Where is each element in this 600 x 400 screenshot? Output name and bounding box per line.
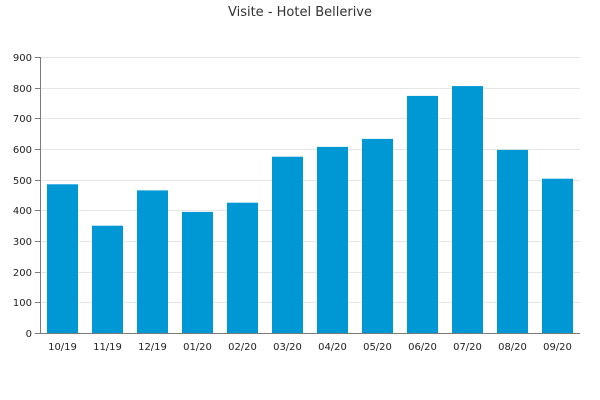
x-tick-label: 12/19	[138, 342, 167, 353]
y-tick-label: 900	[13, 53, 32, 64]
y-tick-labels: 0 100 200 300 400 500 600 700 800 900	[13, 53, 32, 340]
x-tick-label: 10/19	[48, 342, 77, 353]
bar-06-20	[407, 95, 438, 334]
axes	[35, 57, 580, 334]
x-tick-label: 09/20	[543, 342, 572, 353]
bar-07-20	[452, 86, 483, 333]
bar-01-20	[182, 211, 213, 333]
y-tick-label: 700	[13, 114, 32, 125]
x-tick-label: 11/19	[93, 342, 122, 353]
bar-09-20	[542, 178, 573, 333]
chart-title: Visite - Hotel Bellerive	[228, 5, 372, 20]
bar-11-19	[92, 225, 123, 333]
y-tick-label: 300	[13, 237, 32, 248]
x-tick-label: 01/20	[183, 342, 212, 353]
y-tick-label: 500	[13, 176, 32, 187]
bar-04-20	[317, 146, 348, 333]
bar-10-19	[47, 184, 78, 333]
bar-05-20	[362, 138, 393, 333]
bar-03-20	[272, 156, 303, 333]
x-tick-label: 02/20	[228, 342, 257, 353]
grid-lines	[40, 57, 580, 303]
bars	[47, 86, 573, 334]
bar-12-19	[137, 190, 168, 333]
x-tick-labels: 10/19 11/19 12/19 01/20 02/20 03/20 04/20 05/20…	[48, 342, 572, 353]
x-tick-label: 04/20	[318, 342, 347, 353]
y-tick-label: 100	[13, 298, 32, 309]
y-tick-label: 400	[13, 206, 32, 217]
x-tick-label: 06/20	[408, 342, 437, 353]
y-tick-label: 200	[13, 268, 32, 279]
y-tick-label: 600	[13, 145, 32, 156]
bar-08-20	[497, 149, 528, 333]
x-tick-label: 05/20	[363, 342, 392, 353]
x-tick-label: 03/20	[273, 342, 302, 353]
x-tick-label: 07/20	[453, 342, 482, 353]
y-tick-label: 800	[13, 84, 32, 95]
x-tick-label: 08/20	[498, 342, 527, 353]
y-tick-label: 0	[26, 329, 32, 340]
bar-02-20	[227, 202, 258, 333]
